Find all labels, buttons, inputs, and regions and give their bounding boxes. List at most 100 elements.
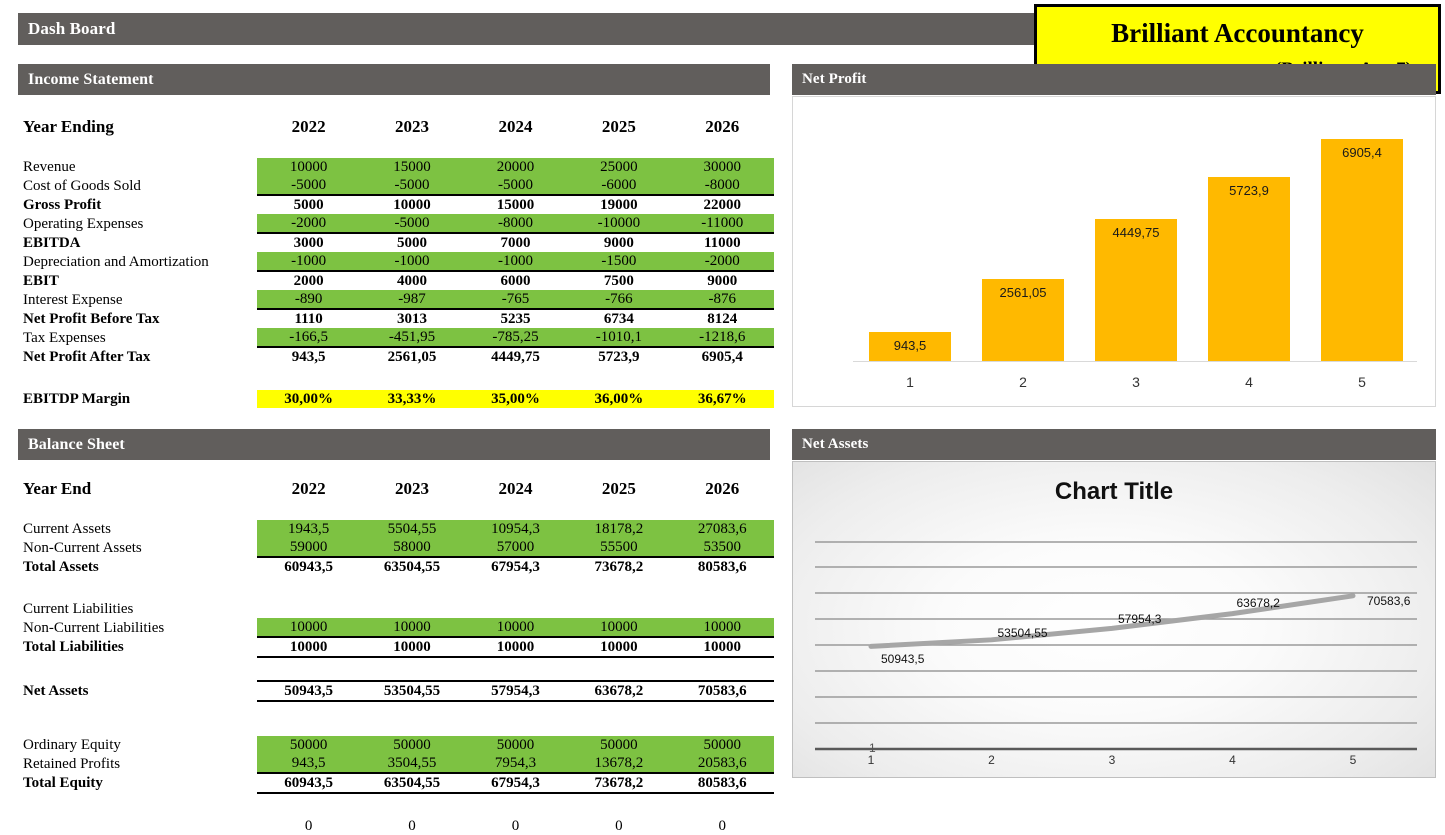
table-row[interactable]: Current Assets 1943,5 5504,55 10954,3 18… — [18, 520, 774, 538]
net-assets-category-label-3: 3 — [1108, 753, 1116, 767]
net-assets-value-label-5: 70583,6 — [1367, 593, 1411, 608]
net-profit-bar-3[interactable]: 4449,75 — [1095, 219, 1177, 362]
table-row[interactable]: Cost of Goods Sold -5000 -5000 -5000 -60… — [18, 176, 774, 195]
balance-cell-4-0[interactable]: 10000 — [256, 618, 361, 637]
bar-rect[interactable]: 4449,75 — [1095, 219, 1177, 362]
income-cell-7-0[interactable]: -890 — [256, 290, 361, 309]
net-profit-bar-5[interactable]: 6905,4 — [1321, 139, 1403, 362]
balance-cell-8-4[interactable]: 20583,6 — [670, 754, 774, 773]
ebitdp-margin-row: EBITDP Margin 30,00% 33,33% 35,00% 36,00… — [18, 390, 774, 408]
balance-cell-3-4 — [671, 600, 774, 618]
income-cell-1-4[interactable]: -8000 — [670, 176, 774, 195]
net-profit-plot-area: 943,5 2561,05 4449,75 5723,9 6905,4 — [853, 119, 1417, 362]
balance-cell-7-1[interactable]: 50000 — [360, 736, 464, 754]
balance-cell-8-1[interactable]: 3504,55 — [360, 754, 464, 773]
income-cell-0-3[interactable]: 25000 — [567, 158, 671, 176]
net-assets-stray-label: 1 — [869, 741, 876, 755]
balance-cell-1-4[interactable]: 53500 — [670, 538, 774, 557]
net-profit-x-axis-line — [853, 361, 1417, 362]
balance-cell-1-0[interactable]: 59000 — [256, 538, 361, 557]
income-cell-9-0[interactable]: -166,5 — [256, 328, 361, 347]
income-cell-5-4[interactable]: -2000 — [670, 252, 774, 271]
table-row[interactable]: Non-Current Assets 59000 58000 57000 555… — [18, 538, 774, 557]
dashboard-title-bar: Dash Board — [18, 13, 1036, 45]
bar-rect[interactable]: 943,5 — [869, 332, 951, 362]
balance-row-label-4: Non-Current Liabilities — [23, 619, 165, 636]
balance-cell-8-3[interactable]: 13678,2 — [567, 754, 671, 773]
balance-cell-0-4[interactable]: 27083,6 — [670, 520, 774, 538]
table-row[interactable]: Non-Current Liabilities 10000 10000 1000… — [18, 618, 774, 637]
income-cell-3-0[interactable]: -2000 — [256, 214, 361, 233]
net-profit-bar-1[interactable]: 943,5 — [869, 332, 951, 362]
income-cell-9-4[interactable]: -1218,6 — [670, 328, 774, 347]
income-cell-0-2[interactable]: 20000 — [463, 158, 568, 176]
net-profit-bar-4[interactable]: 5723,9 — [1208, 177, 1290, 362]
income-cell-5-3[interactable]: -1500 — [567, 252, 671, 271]
bar-rect[interactable]: 2561,05 — [982, 279, 1064, 362]
table-row[interactable]: Revenue 10000 15000 20000 25000 30000 — [18, 158, 774, 176]
balance-cell-1-2[interactable]: 57000 — [463, 538, 568, 557]
income-cell-6-3: 7500 — [567, 270, 671, 290]
table-row[interactable]: Interest Expense -890 -987 -765 -766 -87… — [18, 290, 774, 309]
table-row[interactable]: Tax Expenses -166,5 -451,95 -785,25 -101… — [18, 328, 774, 347]
income-cell-5-0[interactable]: -1000 — [256, 252, 361, 271]
income-cell-0-1[interactable]: 15000 — [360, 158, 464, 176]
table-row: Total Assets 60943,5 63504,55 67954,3 73… — [18, 556, 774, 576]
balance-cell-0-2[interactable]: 10954,3 — [463, 520, 568, 538]
bar-value-label: 943,5 — [893, 338, 927, 353]
income-cell-1-0[interactable]: -5000 — [256, 176, 361, 195]
income-cell-5-2[interactable]: -1000 — [463, 252, 568, 271]
balance-cell-7-2[interactable]: 50000 — [463, 736, 568, 754]
table-row[interactable]: Ordinary Equity 50000 50000 50000 50000 … — [18, 736, 774, 754]
balance-cell-1-1[interactable]: 58000 — [360, 538, 464, 557]
bar-value-label: 5723,9 — [1229, 183, 1269, 198]
balance-cell-0-0[interactable]: 1943,5 — [256, 520, 361, 538]
income-cell-3-4[interactable]: -11000 — [670, 214, 774, 233]
balance-cell-4-4[interactable]: 10000 — [670, 618, 774, 637]
balance-cell-4-3[interactable]: 10000 — [567, 618, 671, 637]
income-cell-2-2: 15000 — [463, 194, 568, 214]
net-assets-series-line[interactable] — [868, 593, 1356, 649]
income-cell-0-0[interactable]: 10000 — [256, 158, 361, 176]
table-row[interactable]: Retained Profits 943,5 3504,55 7954,3 13… — [18, 754, 774, 773]
balance-cell-0-1[interactable]: 5504,55 — [360, 520, 464, 538]
net-profit-bar-2[interactable]: 2561,05 — [982, 279, 1064, 362]
income-cell-5-1[interactable]: -1000 — [360, 252, 464, 271]
income-cell-7-2[interactable]: -765 — [463, 290, 568, 309]
balance-year-2: 2024 — [498, 479, 533, 498]
income-cell-1-2[interactable]: -5000 — [463, 176, 568, 195]
balance-cell-2-1: 63504,55 — [360, 556, 464, 576]
income-cell-1-1[interactable]: -5000 — [360, 176, 464, 195]
bar-rect[interactable]: 5723,9 — [1208, 177, 1290, 362]
balance-cell-7-3[interactable]: 50000 — [567, 736, 671, 754]
bar-rect[interactable]: 6905,4 — [1321, 139, 1403, 362]
income-cell-9-3[interactable]: -1010,1 — [567, 328, 671, 347]
table-row[interactable]: Depreciation and Amortization -1000 -100… — [18, 252, 774, 271]
balance-cell-0-3[interactable]: 18178,2 — [567, 520, 671, 538]
income-cell-9-2[interactable]: -785,25 — [463, 328, 568, 347]
income-cell-3-1[interactable]: -5000 — [360, 214, 464, 233]
income-cell-3-2[interactable]: -8000 — [463, 214, 568, 233]
net-assets-title: Net Assets — [802, 436, 869, 452]
balance-spacer-3 — [18, 657, 774, 681]
income-cell-3-3[interactable]: -10000 — [567, 214, 671, 233]
balance-cell-4-2[interactable]: 10000 — [463, 618, 568, 637]
net-profit-bar-chart[interactable]: 943,5 2561,05 4449,75 5723,9 6905,4 1 2 3 4 5 — [792, 96, 1436, 407]
balance-cell-4-1[interactable]: 10000 — [360, 618, 464, 637]
balance-cell-8-2[interactable]: 7954,3 — [463, 754, 568, 773]
income-cell-1-3[interactable]: -6000 — [567, 176, 671, 195]
income-cell-0-4[interactable]: 30000 — [670, 158, 774, 176]
balance-check-row: 0 0 0 0 0 — [18, 817, 774, 835]
income-cell-7-4[interactable]: -876 — [670, 290, 774, 309]
balance-cell-8-0[interactable]: 943,5 — [256, 754, 361, 773]
net-assets-line-chart[interactable]: Chart Title 50943,5 53504,55 57954,3 63678,… — [792, 461, 1436, 778]
balance-cell-1-3[interactable]: 55500 — [567, 538, 671, 557]
income-cell-7-3[interactable]: -766 — [567, 290, 671, 309]
net-assets-value-label-2: 53504,55 — [997, 625, 1048, 640]
income-cell-7-1[interactable]: -987 — [360, 290, 464, 309]
balance-cell-7-0[interactable]: 50000 — [256, 736, 361, 754]
balance-sheet-title: Balance Sheet — [28, 435, 125, 453]
income-cell-9-1[interactable]: -451,95 — [360, 328, 464, 347]
balance-cell-7-4[interactable]: 50000 — [670, 736, 774, 754]
table-row[interactable]: Operating Expenses -2000 -5000 -8000 -10… — [18, 214, 774, 233]
